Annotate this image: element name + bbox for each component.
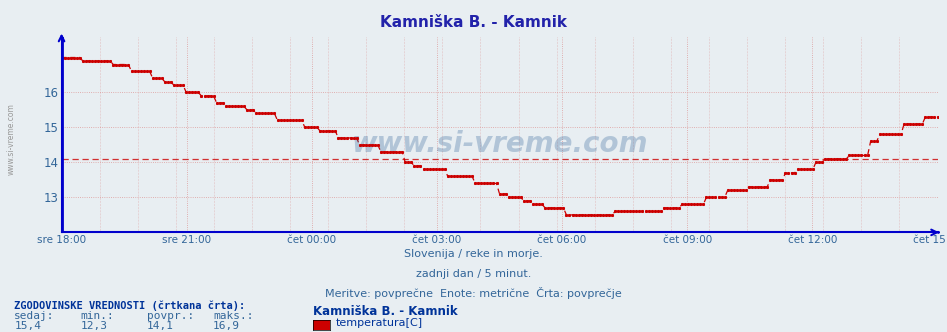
- Text: 14,1: 14,1: [147, 321, 174, 331]
- Text: www.si-vreme.com: www.si-vreme.com: [351, 130, 648, 158]
- Text: min.:: min.:: [80, 311, 115, 321]
- Text: maks.:: maks.:: [213, 311, 254, 321]
- Text: zadnji dan / 5 minut.: zadnji dan / 5 minut.: [416, 269, 531, 279]
- Text: sedaj:: sedaj:: [14, 311, 55, 321]
- Text: ZGODOVINSKE VREDNOSTI (črtkana črta):: ZGODOVINSKE VREDNOSTI (črtkana črta):: [14, 301, 245, 311]
- Text: povpr.:: povpr.:: [147, 311, 194, 321]
- Text: Meritve: povprečne  Enote: metrične  Črta: povprečje: Meritve: povprečne Enote: metrične Črta:…: [325, 287, 622, 299]
- Text: Kamniška B. - Kamnik: Kamniška B. - Kamnik: [380, 15, 567, 30]
- Text: Kamniška B. - Kamnik: Kamniška B. - Kamnik: [313, 305, 457, 318]
- Text: 12,3: 12,3: [80, 321, 108, 331]
- Text: Slovenija / reke in morje.: Slovenija / reke in morje.: [404, 249, 543, 259]
- Text: www.si-vreme.com: www.si-vreme.com: [7, 104, 16, 175]
- Text: 15,4: 15,4: [14, 321, 42, 331]
- Text: temperatura[C]: temperatura[C]: [336, 318, 423, 328]
- Text: 16,9: 16,9: [213, 321, 241, 331]
